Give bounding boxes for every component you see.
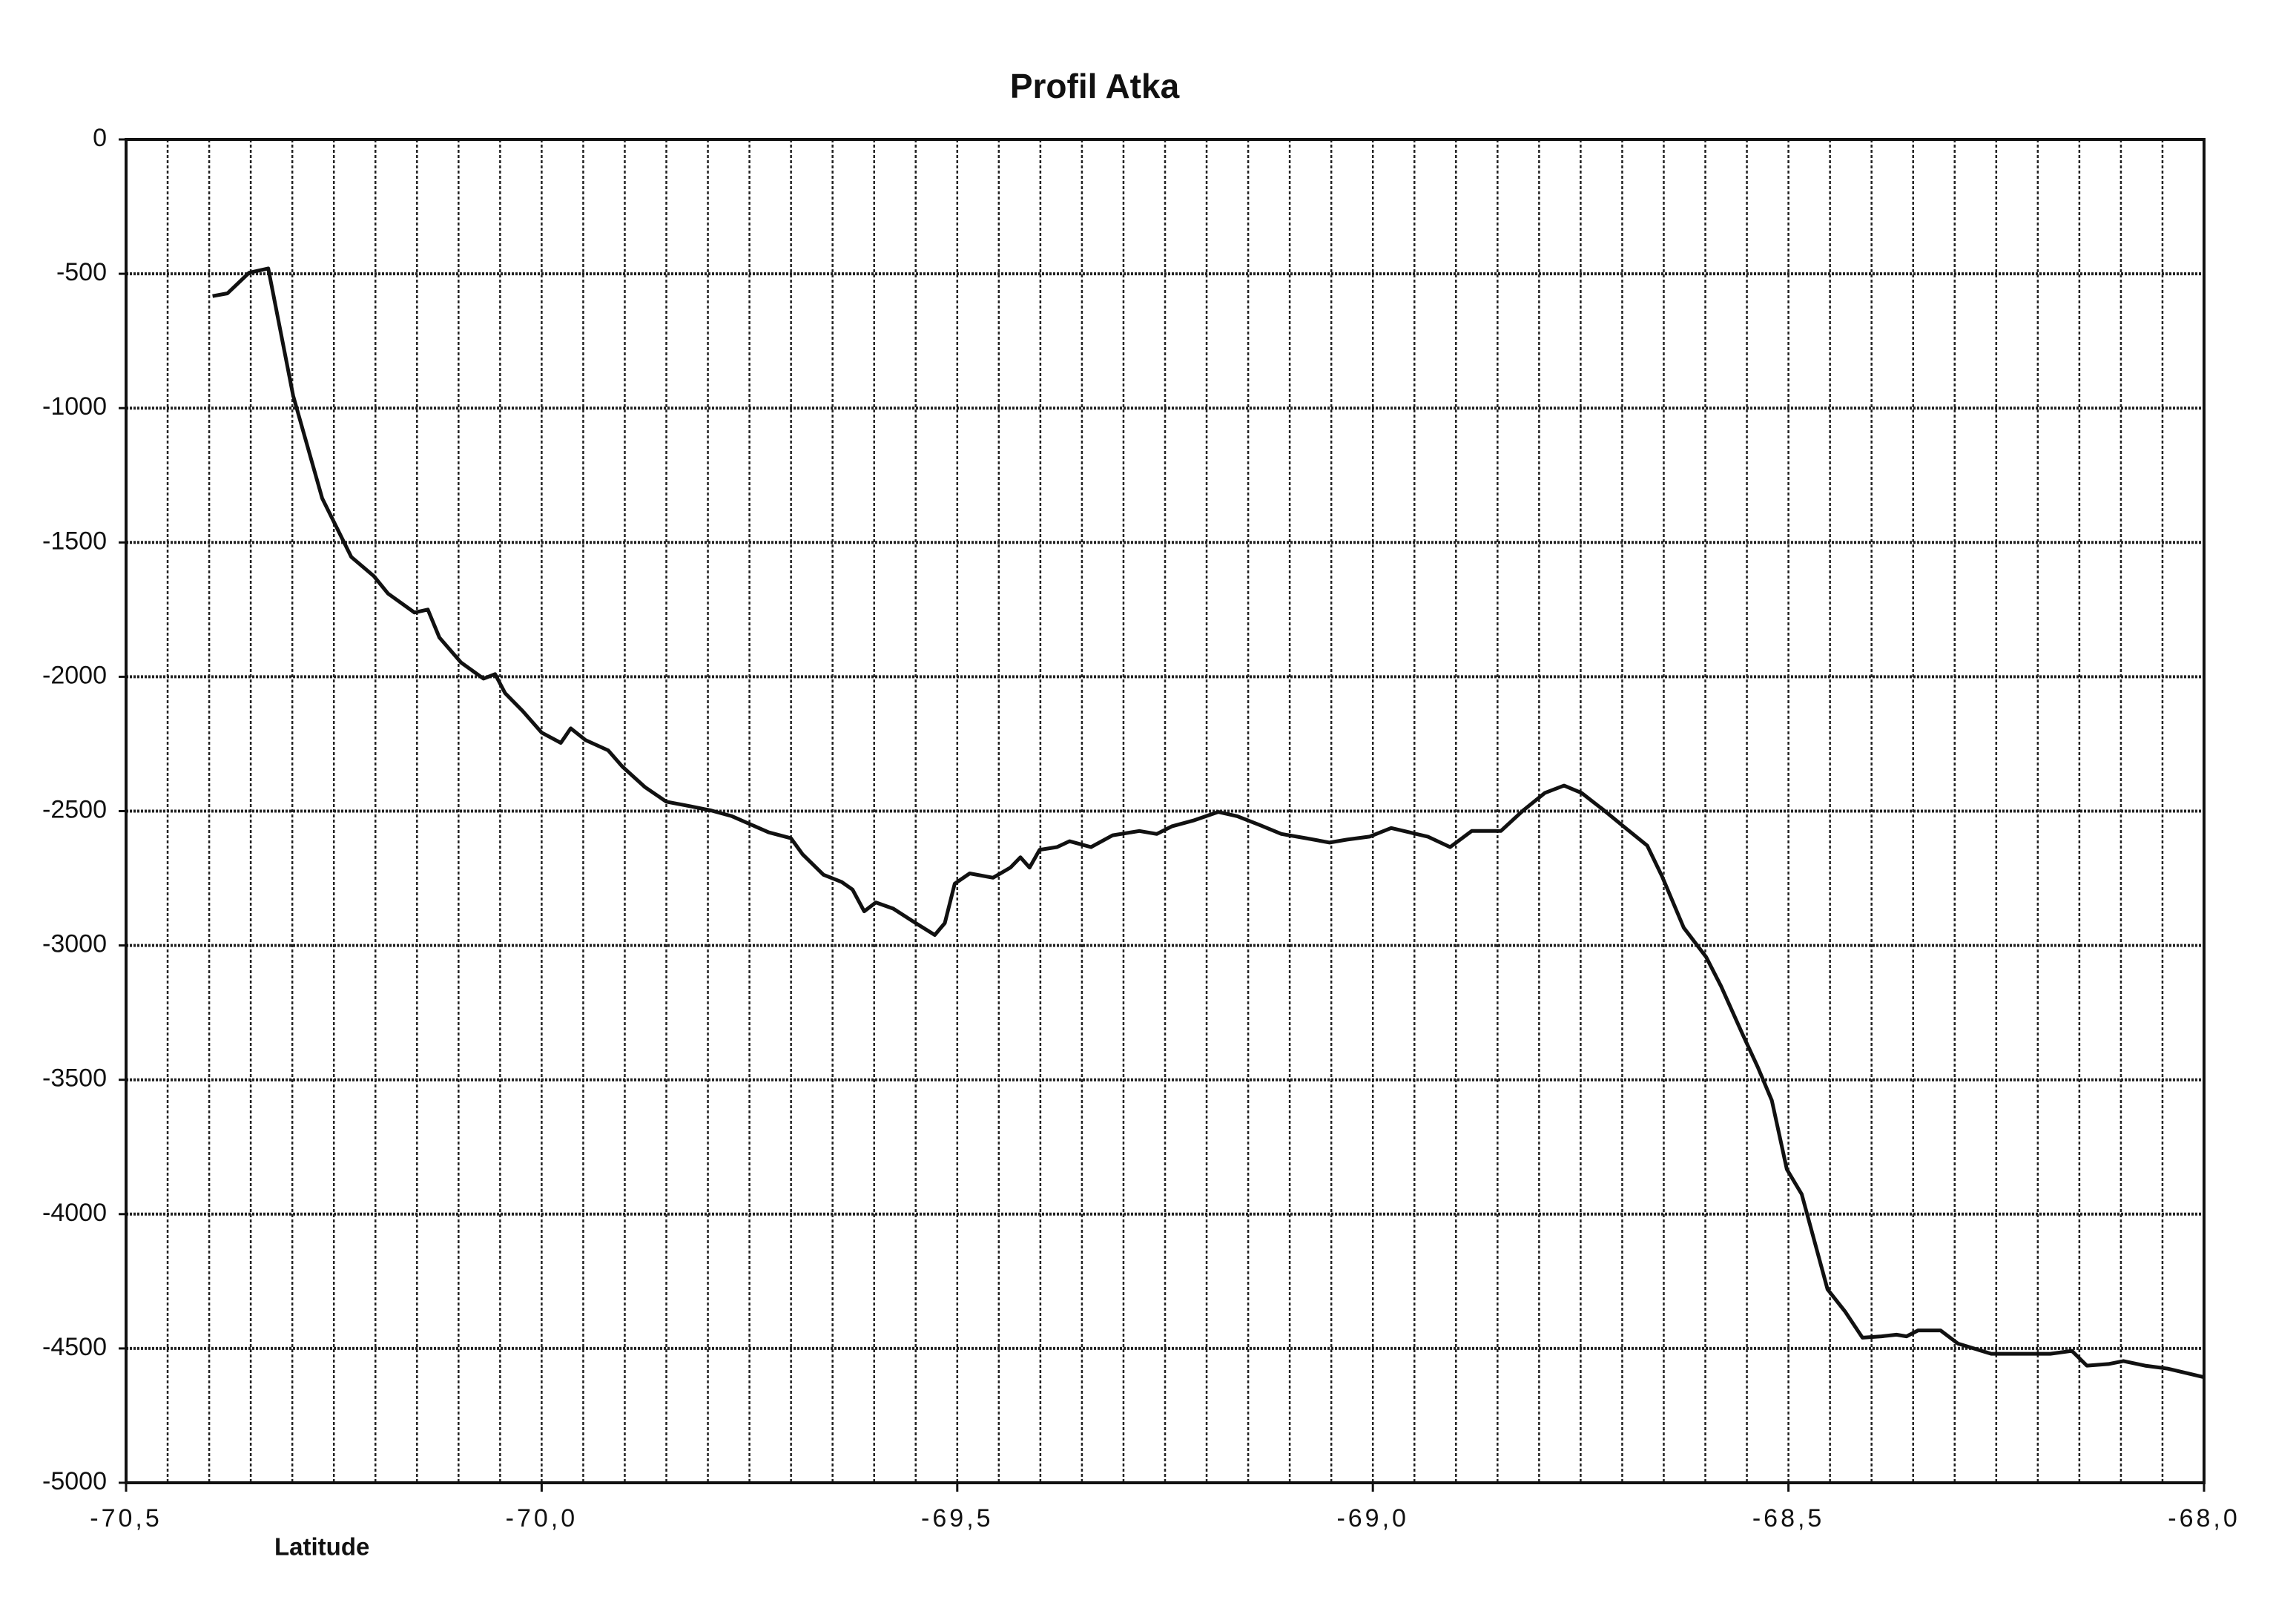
y-tick-label: 0 [93, 124, 107, 152]
y-tick-label: -5000 [42, 1467, 107, 1495]
y-tick-label: -2000 [42, 661, 107, 689]
profile-line [212, 266, 2205, 1380]
y-tick-label: -500 [56, 258, 107, 286]
x-tick-label: -69,0 [1336, 1504, 1409, 1532]
x-tick-label: -69,5 [921, 1504, 994, 1532]
y-tick-label: -2500 [42, 795, 107, 823]
y-tick-label: -3000 [42, 930, 107, 958]
y-tick-label: -1500 [42, 527, 107, 555]
y-tick-label: -1000 [42, 392, 107, 421]
x-tick-label: -70,0 [506, 1504, 578, 1532]
chart-title: Profil Atka [1010, 67, 1180, 105]
y-tick-label: -4500 [42, 1333, 107, 1361]
y-tick-label: -3500 [42, 1064, 107, 1093]
y-tick-label: -4000 [42, 1199, 107, 1227]
x-tick-label: -68,5 [1752, 1504, 1825, 1532]
x-axis-label: Latitude [274, 1533, 369, 1561]
plot-frame [125, 138, 2206, 1484]
x-tick-label: -70,5 [90, 1504, 162, 1532]
x-tick-label: -68,0 [2168, 1504, 2240, 1532]
